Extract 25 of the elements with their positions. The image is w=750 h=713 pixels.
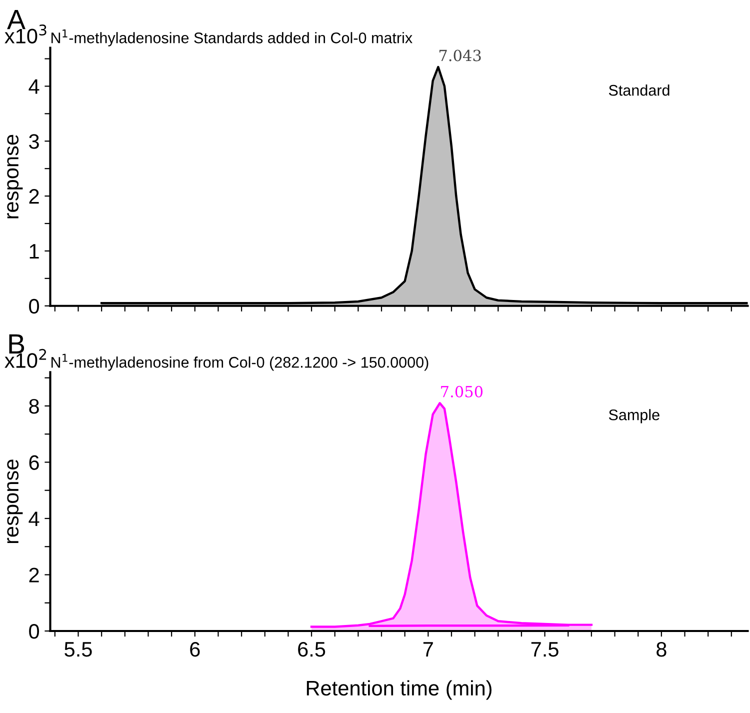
annotation: Sample bbox=[608, 409, 660, 424]
y-tick-label: 4 bbox=[28, 512, 40, 526]
y-tick-label: 6 bbox=[29, 455, 39, 470]
chart-title: N$^{1}$-methyladenosine from Col-0 (282.1200 -> 150.0000) bbox=[52, 354, 428, 371]
y-tick-label: 2 bbox=[29, 189, 39, 204]
y-tick-label: 0 bbox=[29, 298, 40, 314]
x-axis-title: Retention time (min) bbox=[306, 680, 492, 700]
y-tick-label: 0 bbox=[29, 624, 40, 639]
y-tick-label: 8 bbox=[29, 398, 39, 414]
x-tick-label: 8 bbox=[656, 642, 666, 657]
annotation: 7.043 bbox=[439, 50, 481, 62]
y-tick-label: 2 bbox=[29, 568, 39, 582]
x-tick-label: 5.5 bbox=[64, 642, 92, 657]
x-tick-label: 6.5 bbox=[298, 642, 326, 657]
annotation: 7.050 bbox=[441, 386, 483, 398]
y-axis-title: response bbox=[7, 460, 23, 544]
x-tick-label: 7 bbox=[423, 642, 433, 657]
x-tick-label: 6 bbox=[190, 642, 200, 657]
y-tick-label: 1 bbox=[30, 244, 39, 259]
y-tick-label: 3 bbox=[29, 134, 39, 149]
y-tick-label: 4 bbox=[28, 79, 40, 94]
chart-title: N$^{1}$-methyladenosine Standards added in Col-0 matrix bbox=[52, 30, 412, 46]
y-axis-title: response bbox=[7, 134, 23, 218]
x-tick-label: 7.5 bbox=[531, 642, 558, 657]
annotation: Standard bbox=[608, 84, 670, 96]
